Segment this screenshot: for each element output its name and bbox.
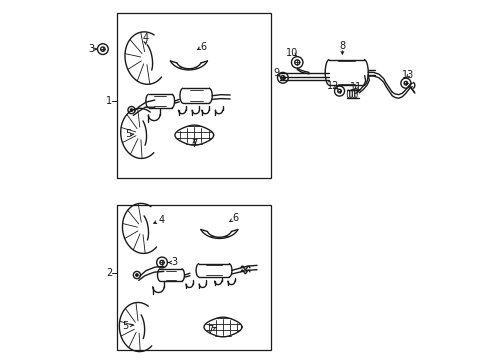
- Circle shape: [135, 274, 138, 276]
- Text: 10: 10: [285, 48, 298, 58]
- Text: 6: 6: [200, 42, 206, 52]
- Text: 3: 3: [88, 44, 94, 54]
- Text: 9: 9: [273, 68, 279, 78]
- Text: 12: 12: [326, 81, 339, 91]
- Text: 5: 5: [124, 130, 131, 139]
- Bar: [117, 205, 271, 350]
- Text: 1: 1: [106, 96, 112, 106]
- Text: 5: 5: [122, 321, 128, 331]
- Text: 8: 8: [339, 41, 345, 50]
- Circle shape: [130, 109, 133, 112]
- Text: 3: 3: [171, 257, 177, 267]
- Text: 7: 7: [191, 139, 197, 149]
- Text: 7: 7: [207, 325, 213, 335]
- Text: 13: 13: [401, 70, 413, 80]
- Bar: [117, 13, 271, 178]
- Text: 11: 11: [349, 82, 361, 92]
- Text: 2: 2: [105, 268, 112, 278]
- Text: 4: 4: [142, 33, 148, 43]
- Text: 6: 6: [232, 213, 238, 222]
- Text: 4: 4: [158, 215, 164, 225]
